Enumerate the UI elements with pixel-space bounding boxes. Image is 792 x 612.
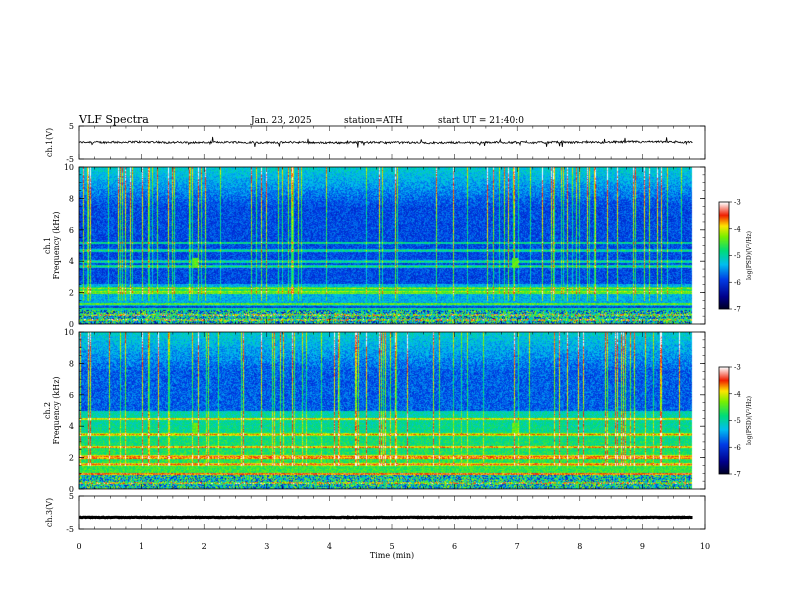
x-tick-label: 1 <box>139 542 144 551</box>
colorbar-tick-label: -5 <box>734 252 741 260</box>
date-label: Jan. 23, 2025 <box>250 116 312 126</box>
x-tick-label: 2 <box>202 542 207 551</box>
y-tick-label: 0 <box>69 485 74 494</box>
y-axis-label-frequency: Frequency (kHz) <box>52 376 61 444</box>
y-tick-label: 6 <box>69 226 74 235</box>
y-tick-label: 2 <box>69 454 74 463</box>
y-tick-label: 8 <box>69 359 74 368</box>
time-axis: 0 1 2 3 4 5 6 7 8 9 10 Time (min) <box>76 542 710 560</box>
ch2-spectrogram-image <box>79 332 705 489</box>
waveform-trace <box>78 136 693 148</box>
x-tick-label: 3 <box>264 542 269 551</box>
colorbar-tick-label: -7 <box>734 471 741 479</box>
x-tick-label: 10 <box>700 542 710 551</box>
panel-frame <box>78 331 706 490</box>
y-tick-label: 2 <box>69 289 74 298</box>
colorbar-label: log(PSD)(V²/Hz) <box>746 231 753 280</box>
x-tick-label: 7 <box>515 542 520 551</box>
y-tick-label: 5 <box>69 122 74 131</box>
colorbar-tick-label: -6 <box>734 444 741 452</box>
y-tick-label: 8 <box>69 194 74 203</box>
x-tick-label: 9 <box>640 542 645 551</box>
panel-frame <box>78 166 706 325</box>
colorbar-label: log(PSD)(V²/Hz) <box>746 396 753 445</box>
panel-frame <box>78 125 706 160</box>
y-tick-label: 4 <box>69 422 74 431</box>
colorbar-tick-label: -4 <box>734 390 741 398</box>
colorbar-tick-label: -4 <box>734 225 741 233</box>
x-tick-label: 4 <box>327 542 332 551</box>
ch1-colorbar: -3 -4 -5 -6 -7 log(PSD)(V²/Hz) <box>718 199 753 314</box>
y-tick-label: 5 <box>69 492 74 501</box>
y-tick-label: 6 <box>69 391 74 400</box>
x-tick-label: 5 <box>389 542 394 551</box>
ch2-spectrogram-panel: 0 2 4 6 8 10 ch.2 Frequency (kHz) <box>43 328 706 494</box>
colorbar-tick-label: -7 <box>734 306 741 314</box>
x-tick-label: 8 <box>577 542 582 551</box>
y-axis-label-channel: ch.2 <box>43 402 52 419</box>
x-tick-label: 0 <box>76 542 81 551</box>
ch2-colorbar-gradient <box>719 367 729 474</box>
ch1-colorbar-gradient <box>719 202 729 309</box>
y-axis-label: ch.1(V) <box>45 128 54 157</box>
colorbar-tick-label: -5 <box>734 417 741 425</box>
x-tick-label: 6 <box>452 542 457 551</box>
waveform-trace <box>78 515 693 520</box>
y-tick-label: -5 <box>66 155 74 164</box>
y-tick-label: 10 <box>64 328 74 337</box>
figure-title: VLF Spectra <box>78 113 149 126</box>
ch1-spectrogram-panel: 0 2 4 6 8 10 ch.1 Frequency (kHz) <box>43 163 706 329</box>
start-time-label: start UT = 21:40:0 <box>438 116 524 126</box>
ch2-colorbar: -3 -4 -5 -6 -7 log(PSD)(V²/Hz) <box>718 364 753 479</box>
y-axis-label-frequency: Frequency (kHz) <box>52 211 61 279</box>
colorbar-tick-label: -6 <box>734 279 741 287</box>
panel-frame <box>78 495 706 530</box>
colorbar-tick-label: -3 <box>734 364 741 372</box>
y-axis-label-channel: ch.1 <box>43 237 52 254</box>
y-axis-label: ch.3(V) <box>45 498 54 527</box>
ch3-waveform-panel: 5 -5 ch.3(V) <box>45 492 706 534</box>
y-tick-label: 4 <box>69 257 74 266</box>
station-label: station=ATH <box>344 116 403 126</box>
ch1-waveform-panel: 5 -5 ch.1(V) <box>45 122 706 164</box>
y-tick-label: 10 <box>64 163 74 172</box>
x-axis-label: Time (min) <box>370 551 414 560</box>
y-tick-label: 0 <box>69 320 74 329</box>
ch1-spectrogram-image <box>79 167 705 324</box>
colorbar-tick-label: -3 <box>734 199 741 207</box>
y-tick-label: -5 <box>66 525 74 534</box>
